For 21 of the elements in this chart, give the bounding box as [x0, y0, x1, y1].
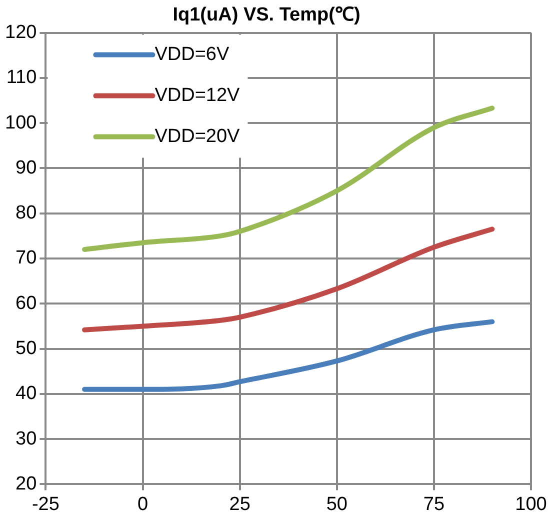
legend-label: VDD=12V — [154, 85, 240, 106]
y-tick-label: 80 — [16, 202, 37, 224]
y-tick-label: 60 — [16, 292, 37, 314]
y-tick-label: 90 — [16, 157, 37, 178]
legend-label: VDD=6V — [154, 44, 230, 66]
y-tick-label: 50 — [16, 338, 37, 360]
y-tick-label: 100 — [5, 112, 37, 134]
x-tick-label: -25 — [32, 494, 60, 515]
y-tick-label: 70 — [16, 248, 37, 269]
chart-title: Iq1(uA) VS. Temp(℃) — [172, 4, 360, 26]
x-tick-label: 100 — [515, 494, 547, 515]
legend-label: VDD=20V — [154, 126, 240, 148]
x-tick-label: 0 — [137, 494, 148, 515]
y-tick-label: 20 — [16, 473, 37, 494]
y-tick-label: 40 — [16, 383, 37, 404]
y-tick-label: 30 — [16, 428, 37, 450]
y-tick-label: 120 — [5, 22, 37, 44]
x-tick-label: 75 — [423, 494, 445, 515]
x-tick-label: 50 — [326, 494, 348, 515]
x-tick-label: 25 — [229, 494, 250, 515]
y-tick-label: 110 — [6, 67, 37, 88]
